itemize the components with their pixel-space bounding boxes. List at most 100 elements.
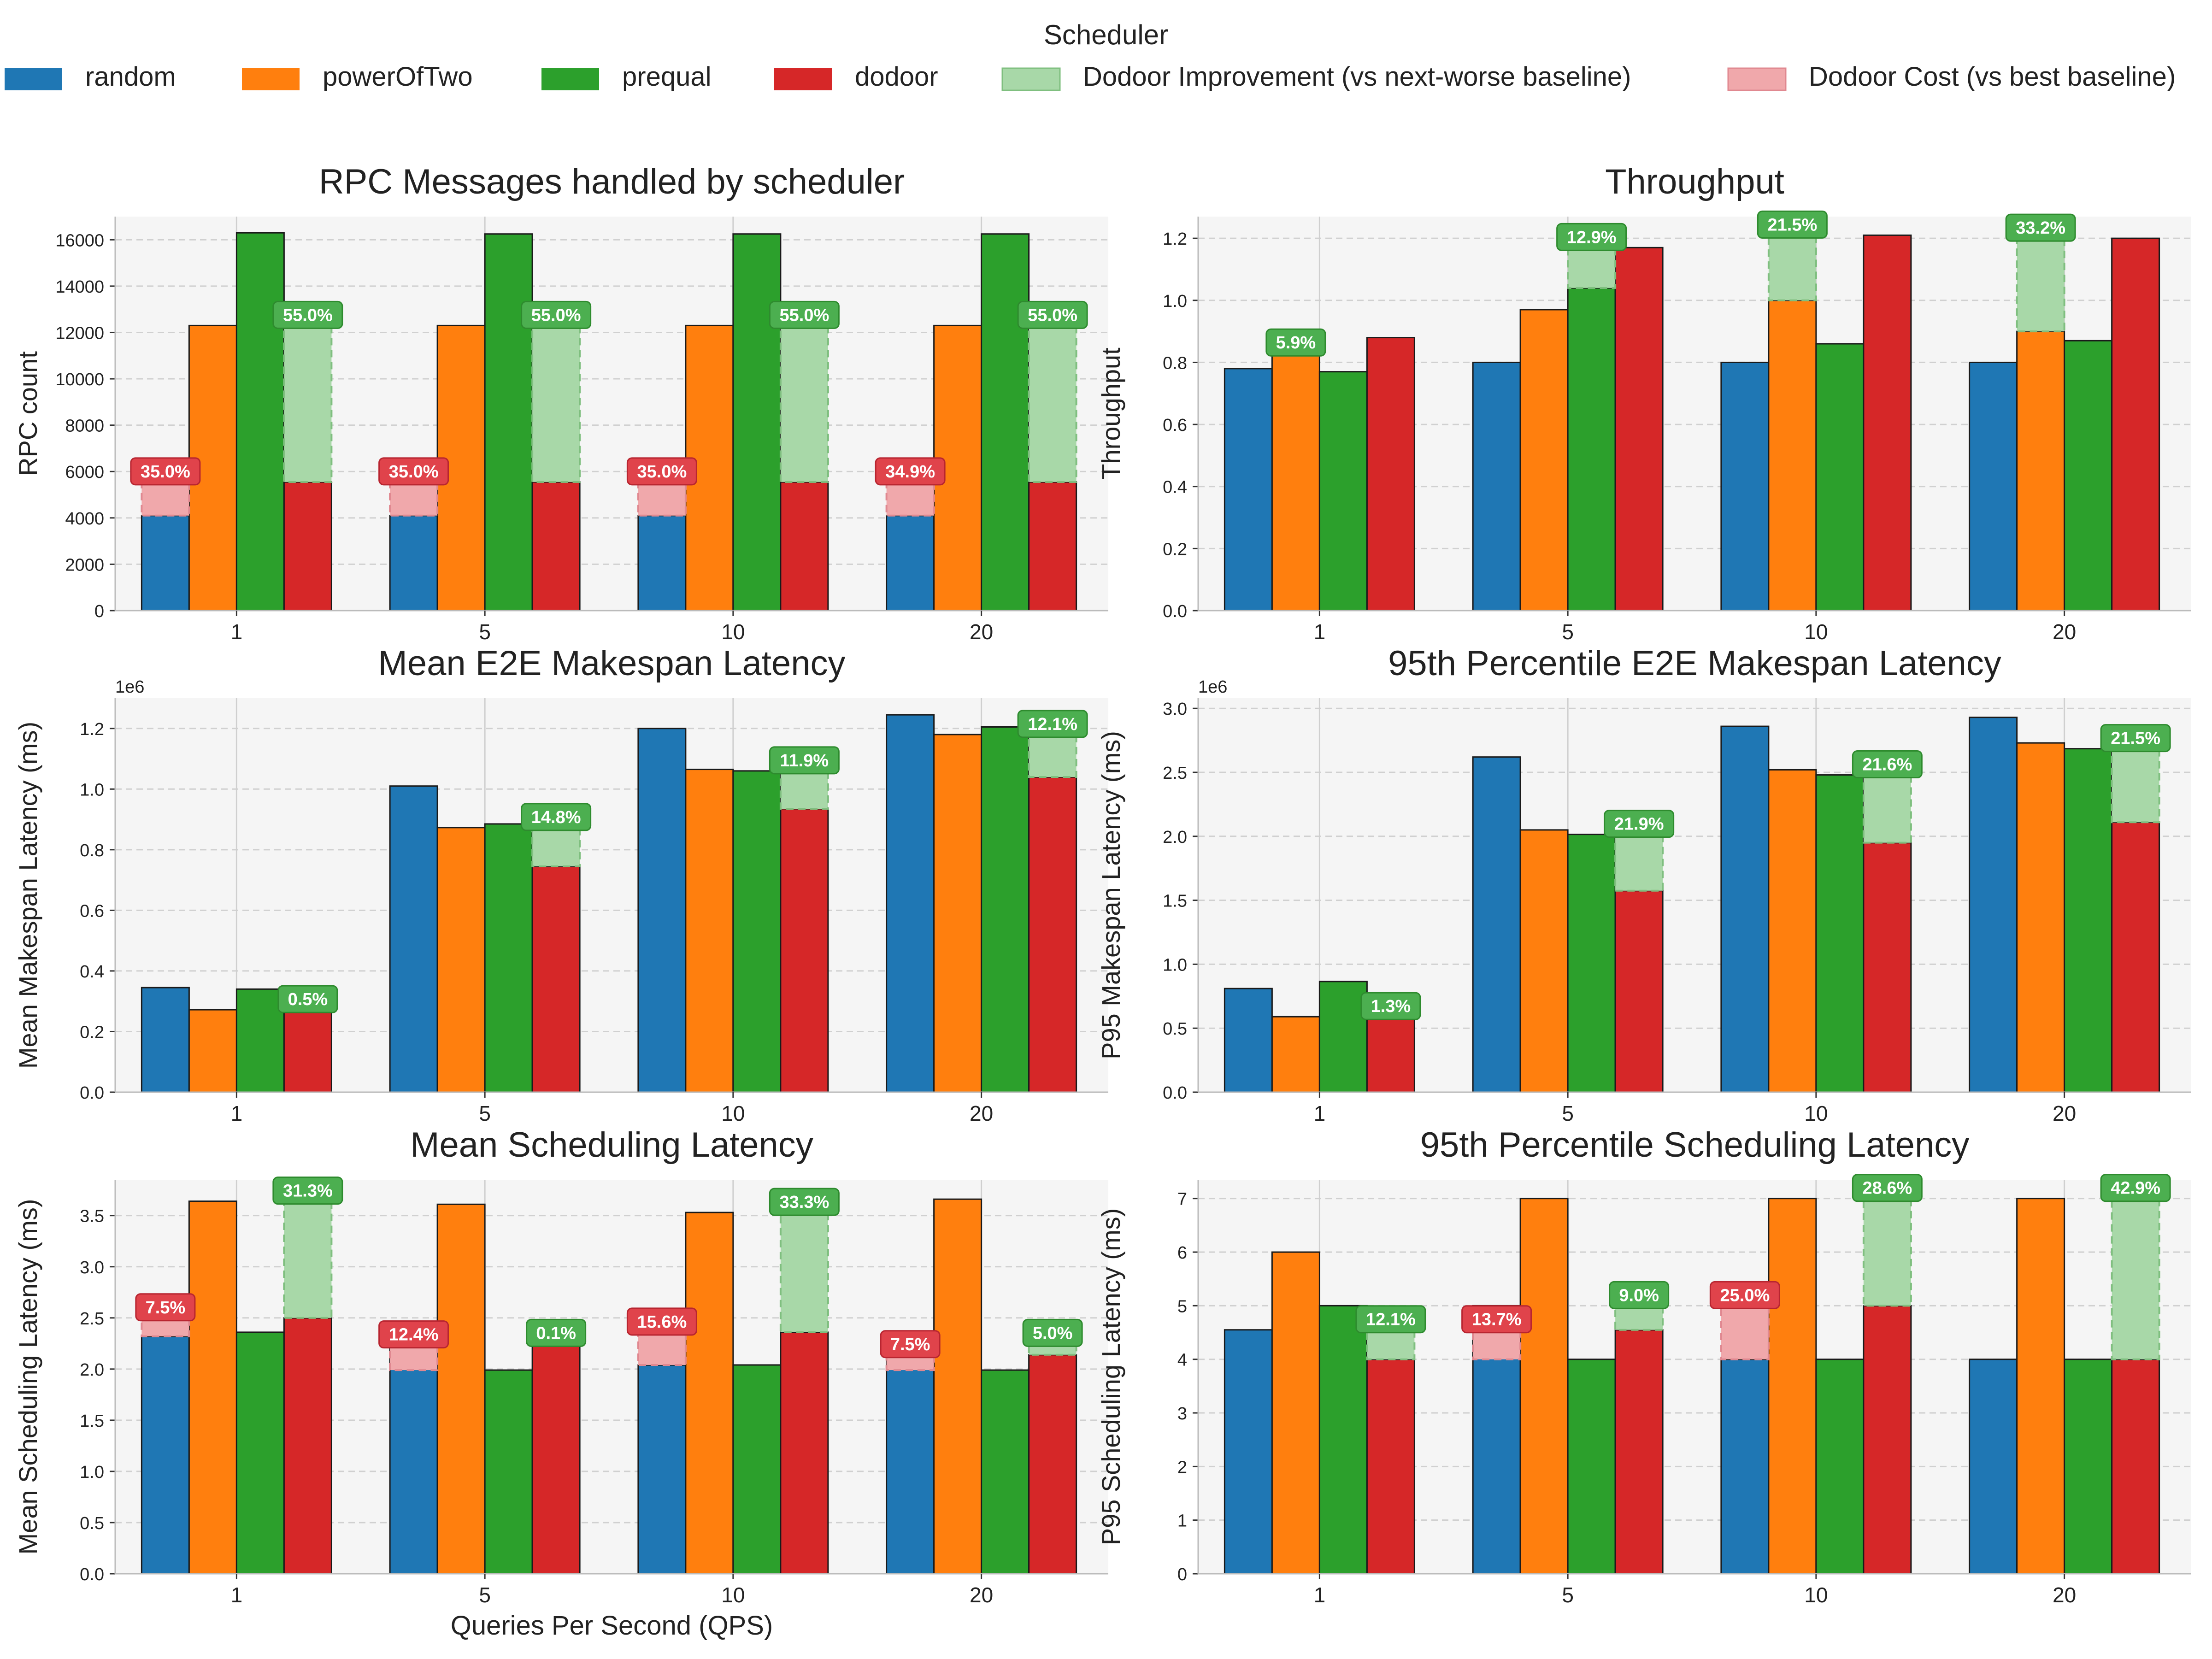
- bar-prequal-qps-5: [1567, 287, 1616, 612]
- bar-random-qps-10: [637, 728, 687, 1093]
- x-tick-label: 10: [1804, 1101, 1828, 1125]
- bar-poweroftwo-qps-10: [1768, 1198, 1817, 1575]
- chart-title: Mean E2E Makespan Latency: [378, 644, 846, 683]
- improvement-badge: [1017, 710, 1088, 738]
- cost-region-qps-5: [389, 481, 439, 517]
- legend-label-prequal: prequal: [622, 62, 711, 92]
- improvement-region-qps-1: [283, 1200, 333, 1319]
- improvement-label: 21.5%: [2111, 729, 2160, 748]
- bar-dodoor-qps-10: [780, 1331, 829, 1575]
- chart-throughput: 0.0 0.2 0.4 0.6 0.8 1.0 1.2 5.9% 12.9% 21.5% 33.2%…: [1096, 162, 2191, 644]
- y-tick-label: 0: [1177, 1565, 1187, 1584]
- bar-dodoor-qps-5: [1614, 247, 1664, 612]
- y-tick-label: 6: [1177, 1243, 1187, 1263]
- improvement-badge: [521, 300, 592, 329]
- y-tick-label: 0: [94, 602, 104, 621]
- bar-dodoor-qps-20: [2111, 821, 2160, 1093]
- bar-prequal-qps-20: [981, 233, 1030, 612]
- chart-95th-percentile-e2e-makespan-latency: 0.0 0.5 1.0 1.5 2.0 2.5 3.0 1.3% 21.9% 21.6% 21.5%…: [1096, 644, 2191, 1125]
- legend-label-random: random: [85, 62, 176, 92]
- y-tick-label: 0.6: [80, 901, 104, 921]
- bar-dodoor-qps-20: [2111, 1359, 2160, 1575]
- y-tick-label: 2: [1177, 1458, 1187, 1477]
- improvement-label: 11.9%: [780, 751, 829, 771]
- legend-swatch-cost: [1727, 67, 1787, 91]
- improvement-region-qps-10: [779, 770, 829, 810]
- bar-dodoor-qps-20: [1028, 776, 1077, 1093]
- improvement-badge: [1852, 1174, 1923, 1202]
- bar-random-qps-20: [1969, 1359, 2018, 1575]
- improvement-label: 33.3%: [780, 1193, 830, 1212]
- improvement-badge: [2005, 213, 2076, 242]
- legend-swatch-random: [5, 68, 62, 90]
- x-tick-label: 5: [1562, 1101, 1574, 1125]
- chart-95th-percentile-scheduling-latency: 0 1 2 3 4 5 6 7 12.1% 9.0% 28.6% 42.9% 13.7% 25.0% 1 5 1…: [1096, 1125, 2191, 1607]
- y-axis-label: P95 Scheduling Latency (ms): [1096, 1208, 1125, 1546]
- improvement-label: 55.0%: [283, 306, 333, 325]
- chart-title: Throughput: [1605, 162, 1784, 201]
- bar-random-qps-20: [886, 1342, 935, 1575]
- bar-dodoor-qps-1: [283, 1011, 332, 1093]
- bar-dodoor-qps-1: [1366, 1359, 1415, 1575]
- y-tick-label: 0.2: [80, 1023, 104, 1042]
- x-tick-label: 20: [970, 1101, 993, 1125]
- legend-label-dodoor: dodoor: [855, 62, 938, 92]
- y-tick-label: 16000: [55, 231, 104, 250]
- y-tick-label: 2.0: [80, 1360, 104, 1380]
- cost-badge: [875, 457, 946, 486]
- x-tick-label: 1: [1314, 620, 1326, 644]
- cost-label: 35.0%: [141, 462, 190, 482]
- improvement-label: 55.0%: [780, 306, 830, 325]
- y-tick-label: 12000: [55, 324, 104, 343]
- y-axis-label: Mean Makespan Latency (ms): [13, 722, 42, 1069]
- cost-region-qps-5: [1472, 1329, 1522, 1360]
- y-tick-label: 1.0: [1163, 955, 1187, 975]
- bar-random-qps-1: [1224, 368, 1273, 612]
- bar-dodoor-qps-20: [2111, 237, 2160, 612]
- bar-random-qps-5: [389, 1342, 438, 1575]
- x-tick-label: 5: [479, 1101, 491, 1125]
- y-tick-label: 3.5: [80, 1207, 104, 1226]
- bar-poweroftwo-qps-20: [2016, 742, 2065, 1093]
- x-tick-label: 1: [231, 620, 243, 644]
- bar-prequal-qps-20: [2064, 340, 2113, 612]
- bar-dodoor-qps-10: [780, 481, 829, 612]
- improvement-badge: [521, 803, 592, 831]
- bar-poweroftwo-qps-1: [188, 1200, 237, 1575]
- chart-title: 95th Percentile E2E Makespan Latency: [1388, 644, 2001, 683]
- bar-prequal-qps-5: [484, 233, 533, 612]
- improvement-region-qps-10: [1862, 1197, 1912, 1307]
- improvement-badge: [272, 1177, 343, 1205]
- legend-swatch-dodoor: [774, 68, 832, 90]
- chart-mean-e2e-makespan-latency: 0.0 0.2 0.4 0.6 0.8 1.0 1.2 0.5% 14.8% 11.9% 12.1%…: [13, 644, 1108, 1125]
- improvement-label: 12.1%: [1028, 715, 1077, 734]
- chart-rpc-messages-handled-by-scheduler: 0 2000 4000 6000 8000 10000 12000 14000 16000 55.…: [13, 162, 1108, 644]
- bar-poweroftwo-qps-1: [1271, 1251, 1320, 1575]
- improvement-badge: [769, 300, 840, 329]
- bar-poweroftwo-qps-5: [436, 1203, 486, 1575]
- bar-prequal-qps-1: [235, 988, 285, 1093]
- bar-poweroftwo-qps-20: [2016, 1198, 2065, 1575]
- bar-random-qps-1: [141, 515, 190, 612]
- improvement-badge: [526, 1318, 587, 1347]
- bar-random-qps-1: [1224, 988, 1273, 1093]
- x-tick-label: 1: [231, 1583, 243, 1607]
- y-offset-label: 1e6: [1198, 677, 1227, 697]
- improvement-region-qps-10: [779, 324, 829, 483]
- y-tick-label: 2.5: [80, 1309, 104, 1329]
- improvement-badge: [277, 985, 338, 1013]
- bar-poweroftwo-qps-5: [1519, 309, 1569, 612]
- bar-random-qps-20: [1969, 361, 2018, 612]
- bar-poweroftwo-qps-10: [1768, 769, 1817, 1093]
- improvement-region-qps-1: [1366, 1329, 1416, 1360]
- chart-mean-scheduling-latency: 0.0 0.5 1.0 1.5 2.0 2.5 3.0 3.5 31.3% 0.1% 33.3% 5.…: [13, 1125, 1108, 1641]
- bar-dodoor-qps-5: [531, 865, 581, 1093]
- y-tick-label: 4000: [65, 509, 104, 529]
- bar-random-qps-5: [1472, 756, 1521, 1093]
- y-tick-label: 0.0: [1163, 1083, 1187, 1103]
- x-tick-label: 10: [1804, 1583, 1828, 1607]
- x-tick-label: 5: [1562, 620, 1574, 644]
- improvement-badge: [1556, 223, 1627, 251]
- cost-badge: [1709, 1281, 1780, 1309]
- y-axis-label: Mean Scheduling Latency (ms): [13, 1199, 42, 1555]
